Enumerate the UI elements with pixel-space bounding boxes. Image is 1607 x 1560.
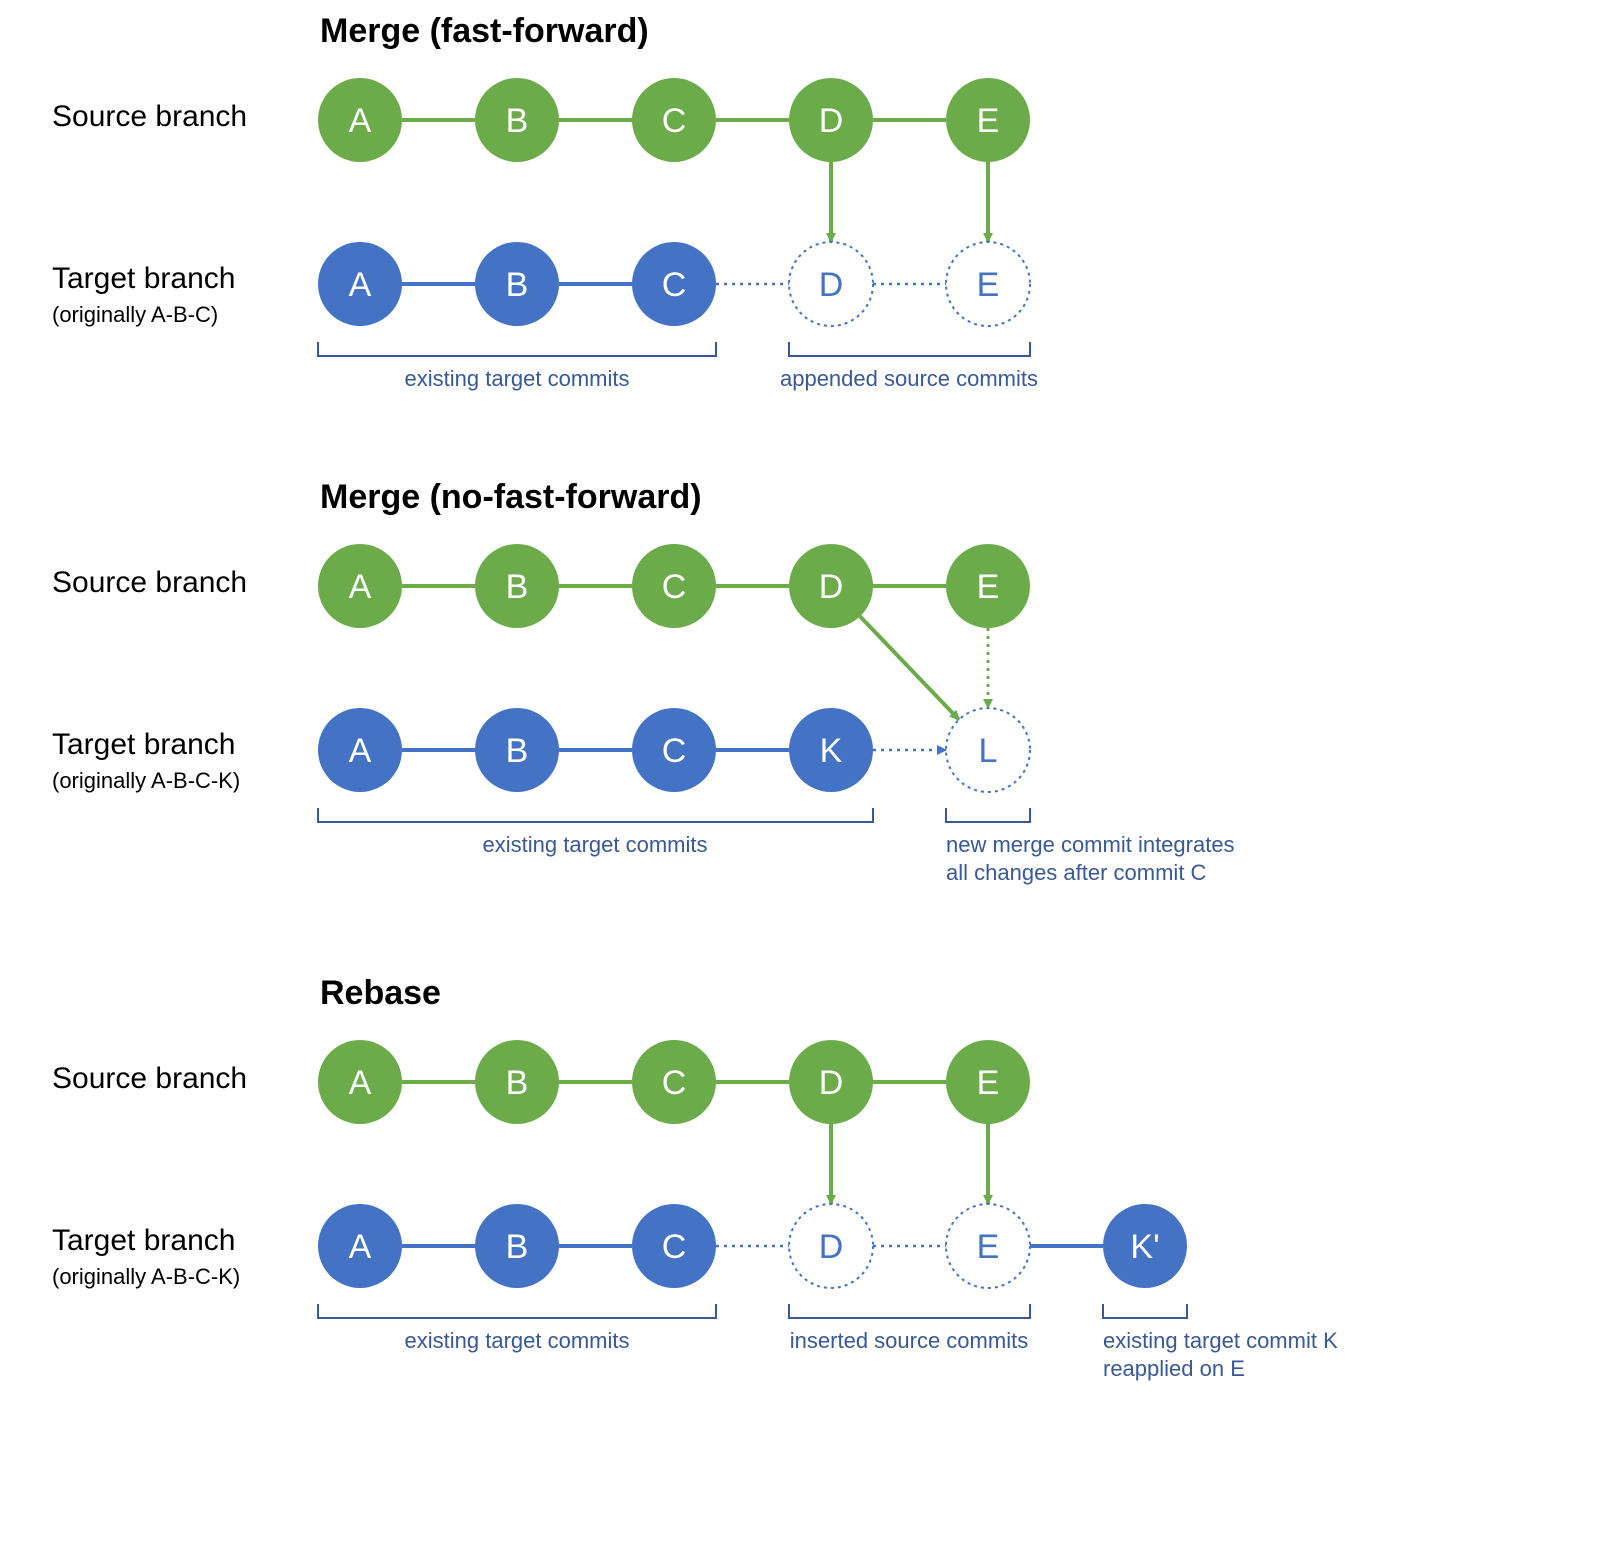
bracket-label: existing target commits (483, 832, 708, 857)
commit-label: E (977, 1228, 1000, 1266)
commit-label: D (819, 102, 844, 140)
commit-label: K' (1130, 1228, 1159, 1266)
commit-label: D (819, 1228, 844, 1266)
commit-label: B (506, 1228, 529, 1266)
commit-label: K (820, 732, 843, 770)
commit-label: C (662, 732, 687, 770)
commit-label: A (349, 266, 372, 304)
commit-label: C (662, 1228, 687, 1266)
commit-label: A (349, 1064, 372, 1102)
bracket-label: new merge commit integrates (946, 832, 1235, 857)
section-title: Rebase (320, 974, 441, 1012)
commit-label: E (977, 568, 1000, 606)
commit-label: E (977, 266, 1000, 304)
branch-label: Source branch (52, 100, 247, 133)
commit-label: B (506, 568, 529, 606)
git-merge-rebase-diagram: Merge (fast-forward) Source branch Target … (0, 0, 1607, 1560)
bracket-label: existing target commit K (1103, 1328, 1338, 1353)
commit-label: D (819, 568, 844, 606)
commit-label: B (506, 102, 529, 140)
commit-label: C (662, 1064, 687, 1102)
commit-label: D (819, 1064, 844, 1102)
branch-sublabel: (originally A-B-C-K) (52, 768, 240, 793)
bracket-label: existing target commits (405, 1328, 630, 1353)
commit-label: A (349, 732, 372, 770)
diagram-container: Merge (fast-forward) Source branch Target … (0, 0, 1607, 1560)
section-title: Merge (no-fast-forward) (320, 478, 702, 516)
commit-label: B (506, 732, 529, 770)
bracket-label: inserted source commits (790, 1328, 1028, 1353)
commit-label: L (979, 732, 998, 770)
bracket-label: all changes after commit C (946, 860, 1207, 885)
commit-label: E (977, 102, 1000, 140)
bracket-label: existing target commits (405, 366, 630, 391)
commit-label: B (506, 266, 529, 304)
branch-label: Target branch (52, 728, 235, 761)
branch-sublabel: (originally A-B-C-K) (52, 1264, 240, 1289)
commit-label: B (506, 1064, 529, 1102)
branch-sublabel: (originally A-B-C) (52, 302, 218, 327)
commit-label: A (349, 568, 372, 606)
branch-label: Source branch (52, 1062, 247, 1095)
commit-label: C (662, 266, 687, 304)
commit-label: A (349, 1228, 372, 1266)
commit-label: C (662, 568, 687, 606)
bracket-label: appended source commits (780, 366, 1038, 391)
commit-label: D (819, 266, 844, 304)
commit-label: C (662, 102, 687, 140)
branch-label: Target branch (52, 1224, 235, 1257)
branch-label: Target branch (52, 262, 235, 295)
commit-label: A (349, 102, 372, 140)
commit-label: E (977, 1064, 1000, 1102)
section-title: Merge (fast-forward) (320, 12, 649, 50)
bracket-label: reapplied on E (1103, 1356, 1245, 1381)
branch-label: Source branch (52, 566, 247, 599)
